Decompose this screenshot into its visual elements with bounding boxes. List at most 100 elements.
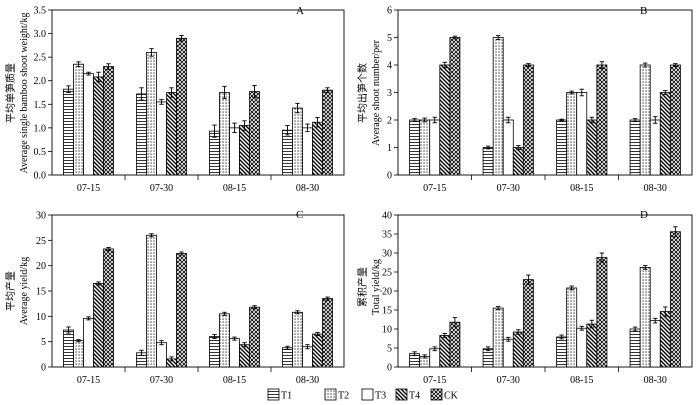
panel-d-bar-t2 [566, 287, 578, 368]
panel-a-bar-t3 [229, 127, 240, 176]
panel-c-ytick-label: 20 [36, 261, 46, 272]
panel-c-bar-t1 [63, 329, 74, 368]
panel-a-bar-t2 [219, 92, 230, 176]
panel-c-bar-ck [249, 306, 260, 368]
legend-item-ck: CK [430, 388, 459, 402]
panel-c-bar-ck [103, 248, 114, 368]
legend-swatch-t2 [324, 388, 337, 401]
panel-d-bar-t2 [639, 267, 651, 368]
panel-c-bar-ck [322, 298, 333, 368]
panel-c-bar-t1 [282, 347, 293, 368]
panel-a-bar-ck [249, 91, 260, 176]
legend-swatch-t1 [267, 388, 280, 401]
panel-d-xtick-label: 08-30 [644, 375, 667, 386]
panel-c-bar-t2 [146, 234, 157, 368]
panel-b-ytick-label: 2 [387, 116, 392, 127]
panel-a: A 平均单笋质量 Average single bamboo shoot wei… [4, 5, 345, 194]
panel-a-plot: 0.0 0.5 1.0 1.5 2.0 2.5 3.0 3.5 07-15 07-30 08-15 0… [34, 6, 345, 194]
panel-b-bar-t3 [429, 119, 441, 176]
panel-b-bar-t3 [649, 119, 661, 176]
panel-d-bar-t1 [556, 336, 568, 368]
panel-a-bar-t1 [136, 93, 147, 176]
panel-b-bar-t2 [419, 119, 431, 176]
panel-d-bar-t3 [576, 327, 588, 368]
panel-a-bar-ck [176, 37, 187, 176]
panel-c-plot: 0 5 10 15 20 25 30 07-15 07-30 08-15 08-30 [36, 211, 345, 386]
panel-d-bar-t3 [502, 338, 514, 368]
panel-d-bar-t1 [629, 328, 641, 368]
panel-a-label: A [296, 5, 304, 17]
panel-a-bar-t4 [166, 92, 177, 176]
legend-swatch-t3 [361, 388, 374, 401]
panel-b-bar-t1 [556, 119, 568, 176]
panel-d-bar-ck [669, 231, 681, 368]
panel-b-bar-t1 [409, 119, 421, 176]
panel-d-bar-ck [596, 257, 608, 368]
panel-c-ytick-label: 10 [36, 312, 46, 323]
panel-c-ytick-label: 15 [36, 287, 46, 298]
panel-b-ytick-label: 3 [387, 88, 392, 99]
panel-c-ylabel-en: Average yield/kg [19, 257, 30, 325]
panel-c-bar-t3 [83, 317, 94, 368]
panel-b-ylabel-en: Average shoot number/per [371, 39, 382, 146]
panel-a-bar-t2 [146, 52, 157, 176]
panel-b-ytick-label: 1 [387, 143, 392, 154]
panel-d-bar-t4 [439, 335, 451, 368]
panel-c-bar-t4 [93, 282, 104, 368]
panel-d-bar-t4 [586, 323, 598, 368]
panel-a-ytick-label: 0.0 [34, 171, 47, 182]
panel-b-bar-ck [449, 37, 461, 176]
legend-label-t1: T1 [281, 391, 292, 402]
panel-c-ytick-label: 5 [41, 337, 46, 348]
panel-b-xtick-label: 07-30 [497, 183, 520, 194]
panel-d-ytick-label: 35 [382, 230, 392, 241]
panel-a-bar-t3 [302, 127, 313, 176]
panel-b-bar-t3 [502, 119, 514, 176]
panel-a-ytick-label: 3.5 [34, 6, 47, 17]
panel-b: B 平均出笋个数 Average shoot number/per 0 1 2 3 4 5… [356, 5, 693, 194]
panel-b-ylabel-cn: 平均出笋个数 [356, 63, 369, 123]
panel-b-bar-ck [596, 64, 608, 176]
panel-a-bar-t2 [292, 107, 303, 176]
panel-c-ytick-label: 30 [36, 211, 46, 222]
panel-c-bar-t3 [156, 342, 167, 368]
panel-c-ytick-label: 25 [36, 236, 46, 247]
panel-d-xtick-label: 08-15 [570, 375, 593, 386]
panel-d-ytick-label: 5 [387, 344, 392, 355]
panel-a-xtick-label: 08-15 [223, 183, 246, 194]
panel-d-ylabel-cn: 累积产量 [356, 267, 369, 307]
panel-a-bar-t4 [312, 121, 323, 176]
panel-b-bar-t2 [639, 64, 651, 176]
panel-a-bar-t4 [239, 125, 250, 176]
panel-b-plot: 0 1 2 3 4 5 6 07-15 07-30 08-15 08-30 [387, 6, 693, 194]
panel-a-bar-t4 [93, 76, 104, 176]
panel-d-bar-t4 [659, 311, 671, 368]
panel-a-ytick-label: 1.5 [34, 100, 47, 111]
panel-d-bar-t4 [512, 331, 524, 368]
panel-d-ytick-label: 15 [382, 306, 392, 317]
panel-b-ytick-label: 4 [387, 61, 392, 72]
panel-b-bar-t2 [566, 92, 578, 176]
panel-b-bar-ck [522, 64, 534, 176]
panel-c-bar-t3 [302, 346, 313, 368]
panel-c-xtick-label: 08-30 [296, 375, 319, 386]
panel-b-bar-t4 [586, 119, 598, 176]
panel-b-bar-t4 [512, 147, 524, 176]
panel-c-bar-t4 [239, 344, 250, 368]
panel-a-ytick-label: 2.5 [34, 53, 47, 64]
legend-label-t2: T2 [338, 391, 349, 402]
panel-c-bar-t3 [229, 338, 240, 368]
panel-d-ytick-label: 20 [382, 287, 392, 298]
panel-d-ytick-label: 40 [382, 211, 392, 222]
panel-d-bar-ck [522, 279, 534, 368]
legend-swatch-ck [430, 388, 443, 401]
panel-b-bar-t4 [659, 92, 671, 176]
panel-b-bar-t2 [492, 37, 504, 176]
panel-c-bar-t1 [209, 336, 220, 368]
legend-item-t4: T4 [395, 388, 420, 402]
panel-c-xtick-label: 08-15 [223, 375, 246, 386]
panel-c: C 平均产量 Average yield/kg 05101520253007-1… [4, 209, 345, 386]
legend-label-ck: CK [444, 391, 459, 402]
panel-a-bar-t2 [73, 63, 84, 176]
panel-c-bar-t2 [73, 340, 84, 368]
